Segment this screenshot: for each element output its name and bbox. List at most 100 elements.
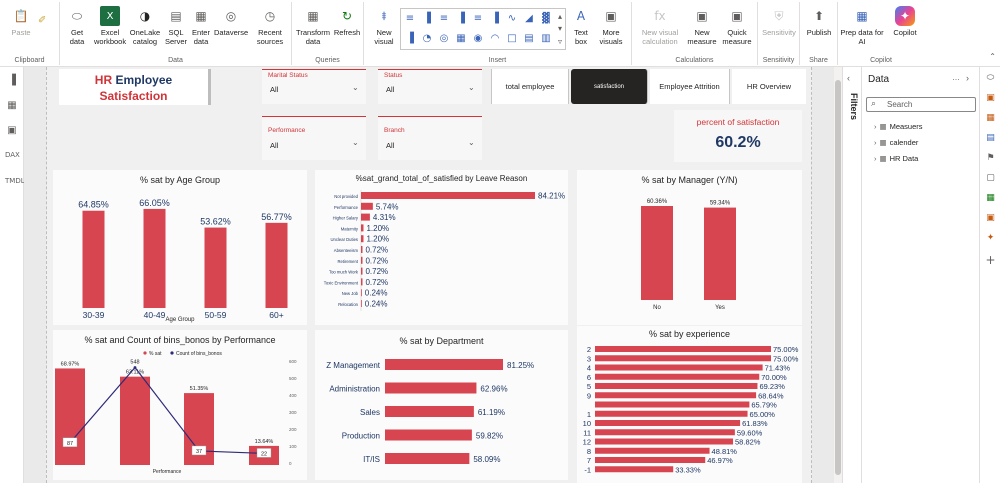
selection-icon[interactable]: ▢ <box>986 173 995 183</box>
dataverse-button[interactable]: ◎ Dataverse <box>214 6 248 38</box>
data-pane-icon[interactable]: ⬭ <box>986 73 995 83</box>
sync-slicers-icon[interactable]: ▣ <box>986 213 995 223</box>
get-data-button[interactable]: ⬭ Get data <box>64 6 90 47</box>
column-chart-icon[interactable]: ▐ <box>423 13 431 24</box>
share-group: ⬆ Publish Share <box>800 2 838 65</box>
pie-chart-icon[interactable]: ◔ <box>422 33 432 44</box>
manager-bar <box>704 207 736 300</box>
column-100-icon[interactable]: ▐ <box>491 13 499 24</box>
table-item-measuers[interactable]: › ▦ Measuers <box>874 122 923 131</box>
waterfall-icon[interactable]: ▐ <box>406 33 414 44</box>
department-bar <box>385 453 470 464</box>
manager-tick-label: No <box>653 305 661 311</box>
table-item-hr-data[interactable]: › ▦ HR Data <box>874 154 919 163</box>
gallery-scroll-up-icon[interactable]: ▴ <box>557 12 562 21</box>
bookmark-icon[interactable]: ⚑ <box>986 153 995 163</box>
new-measure-button[interactable]: ▣ New measure <box>684 6 720 47</box>
quick-measure-button[interactable]: ▣ Quick measure <box>720 6 754 47</box>
copilot-button[interactable]: ✦ Copilot <box>888 6 922 37</box>
stacked-bar-icon[interactable]: ≡ <box>405 13 415 24</box>
search-icon: ⌕ <box>871 99 877 109</box>
prep-data-ai-button[interactable]: ▦ Prep data for AI <box>840 6 884 47</box>
model-view-icon[interactable]: ▣ <box>7 125 17 136</box>
map-icon[interactable]: ◉ <box>473 33 483 44</box>
gallery-expand-icon[interactable]: ▿ <box>557 37 562 46</box>
performance-analyzer-icon[interactable]: ▦ <box>986 193 995 203</box>
leave-bar <box>361 213 370 221</box>
card-icon[interactable]: □ <box>507 33 517 44</box>
expand-filters-icon[interactable]: ‹ <box>847 73 850 83</box>
gauge-icon[interactable]: ◠ <box>490 33 500 44</box>
chart-department[interactable]: % sat by Department Z Management 81.25% Ad… <box>315 330 568 480</box>
filters-pane-collapsed[interactable]: ‹ Filters <box>842 67 861 483</box>
excel-workbook-button[interactable]: X Excel workbook <box>94 6 126 46</box>
transform-data-button[interactable]: ▦ Transform data <box>294 6 332 47</box>
chart-experience[interactable]: % sat by experience 2 75.00% 3 75.00% 4 71.43… <box>577 326 802 483</box>
matrix-icon[interactable]: ▥ <box>541 33 551 44</box>
slicer-performance[interactable]: Performance All ⌄ <box>262 116 366 160</box>
format-icon[interactable]: ▦ <box>986 113 995 123</box>
chevron-down-icon[interactable]: ⌄ <box>468 83 475 92</box>
format-painter-icon[interactable]: ✐ <box>38 15 47 26</box>
slicer-status[interactable]: Status All ⌄ <box>378 69 482 104</box>
visualizations-icon[interactable]: ▣ <box>986 93 995 103</box>
nav-total-employee-button[interactable]: total employee <box>491 69 569 104</box>
chart-leave-reason[interactable]: %sat_grand_total_of_satisfied by Leave R… <box>315 170 568 325</box>
legend-sat-label: % sat <box>149 351 162 357</box>
donut-icon[interactable]: ◎ <box>439 33 449 44</box>
gallery-scroll-down-icon[interactable]: ▾ <box>557 24 562 33</box>
more-visuals-button[interactable]: ▣ More visuals <box>594 6 628 47</box>
leave-reason-svg: Not provided 84.21% Performance 5.74% Higher… <box>324 190 565 311</box>
chevron-down-icon[interactable]: ⌄ <box>352 83 359 92</box>
tmdl-view-icon[interactable]: TMDL <box>5 177 25 185</box>
department-bar-label: 59.82% <box>476 432 503 441</box>
recent-sources-button[interactable]: ◷ Recent sources <box>252 6 288 47</box>
copilot-pane-icon[interactable]: ✦ <box>986 233 995 243</box>
line-chart-icon[interactable]: ∿ <box>507 13 517 24</box>
table-visual-icon[interactable]: ▤ <box>524 33 534 44</box>
table-view-icon[interactable]: ▦ <box>7 100 17 111</box>
transform-icon: ▦ <box>307 8 319 23</box>
chart-manager[interactable]: % sat by Manager (Y/N) 60.36% No 59.34% Yes <box>577 170 802 325</box>
sensitivity-button[interactable]: ⛨ Sensitivity <box>760 6 798 38</box>
treemap-icon[interactable]: ▦ <box>456 33 466 44</box>
new-visual-calculation-button[interactable]: fx New visual calculation <box>636 6 684 47</box>
clustered-bar-icon[interactable]: ≡ <box>439 13 449 24</box>
age-bar-label: 66.05% <box>139 198 170 208</box>
nav-hr-overview-button[interactable]: HR Overview <box>732 69 806 104</box>
add-pane-icon[interactable]: + <box>985 253 996 267</box>
chevron-down-icon[interactable]: ⌄ <box>352 138 359 147</box>
onelake-button[interactable]: ◑ OneLake catalog <box>128 6 162 47</box>
age-bar <box>82 210 105 308</box>
data-search-input[interactable]: ⌕ Search <box>866 97 976 112</box>
enter-data-button[interactable]: ▦ Enter data <box>190 6 212 47</box>
dax-query-view-icon[interactable]: DAX <box>5 151 20 159</box>
experience-bar-label: 46.97% <box>707 456 733 465</box>
collapse-data-pane-icon[interactable]: › <box>966 73 969 83</box>
nav-satisfaction-button[interactable]: satisfaction <box>571 69 648 104</box>
collapse-ribbon-icon[interactable]: ⌃ <box>989 52 996 61</box>
stacked-100-icon[interactable]: ≡ <box>473 13 483 24</box>
nav-employee-attrition-button[interactable]: Employee Attrition <box>650 69 730 104</box>
chevron-down-icon[interactable]: ⌄ <box>468 138 475 147</box>
slicer-marital-status[interactable]: Marital Status All ⌄ <box>262 69 366 104</box>
clustered-column-icon[interactable]: ▐ <box>457 13 465 24</box>
new-visual-button[interactable]: ⯒ New visual <box>368 6 400 47</box>
text-box-button[interactable]: A Text box <box>570 6 592 47</box>
chart-age-group[interactable]: % sat by Age Group 64.85% 30-39 66.05% 40-4… <box>53 170 307 325</box>
slicer-branch[interactable]: Branch All ⌄ <box>378 116 482 160</box>
publish-button[interactable]: ⬆ Publish <box>802 6 836 38</box>
refresh-button[interactable]: ↻ Refresh <box>332 6 362 38</box>
more-options-icon[interactable]: … <box>952 73 960 82</box>
paste-button[interactable]: 📋 Paste <box>8 6 34 38</box>
chart-performance-combo[interactable]: % sat and Count of bins_bonos by Perform… <box>53 330 307 480</box>
manager-tick-label: Yes <box>715 305 725 311</box>
filter-pane-icon[interactable]: ▤ <box>986 133 995 143</box>
area-chart-icon[interactable]: ◢ <box>525 13 533 24</box>
canvas-scrollbar-thumb[interactable] <box>835 80 841 475</box>
clipboard-group: 📋 Paste ✐ Clipboard <box>0 2 60 65</box>
report-view-icon[interactable]: ▐ <box>8 75 16 86</box>
ribbon-chart-icon[interactable]: ▓ <box>542 13 550 24</box>
table-item-calender[interactable]: › ▦ calender <box>874 138 919 147</box>
sql-server-button[interactable]: ▤ SQL Server <box>164 6 188 47</box>
